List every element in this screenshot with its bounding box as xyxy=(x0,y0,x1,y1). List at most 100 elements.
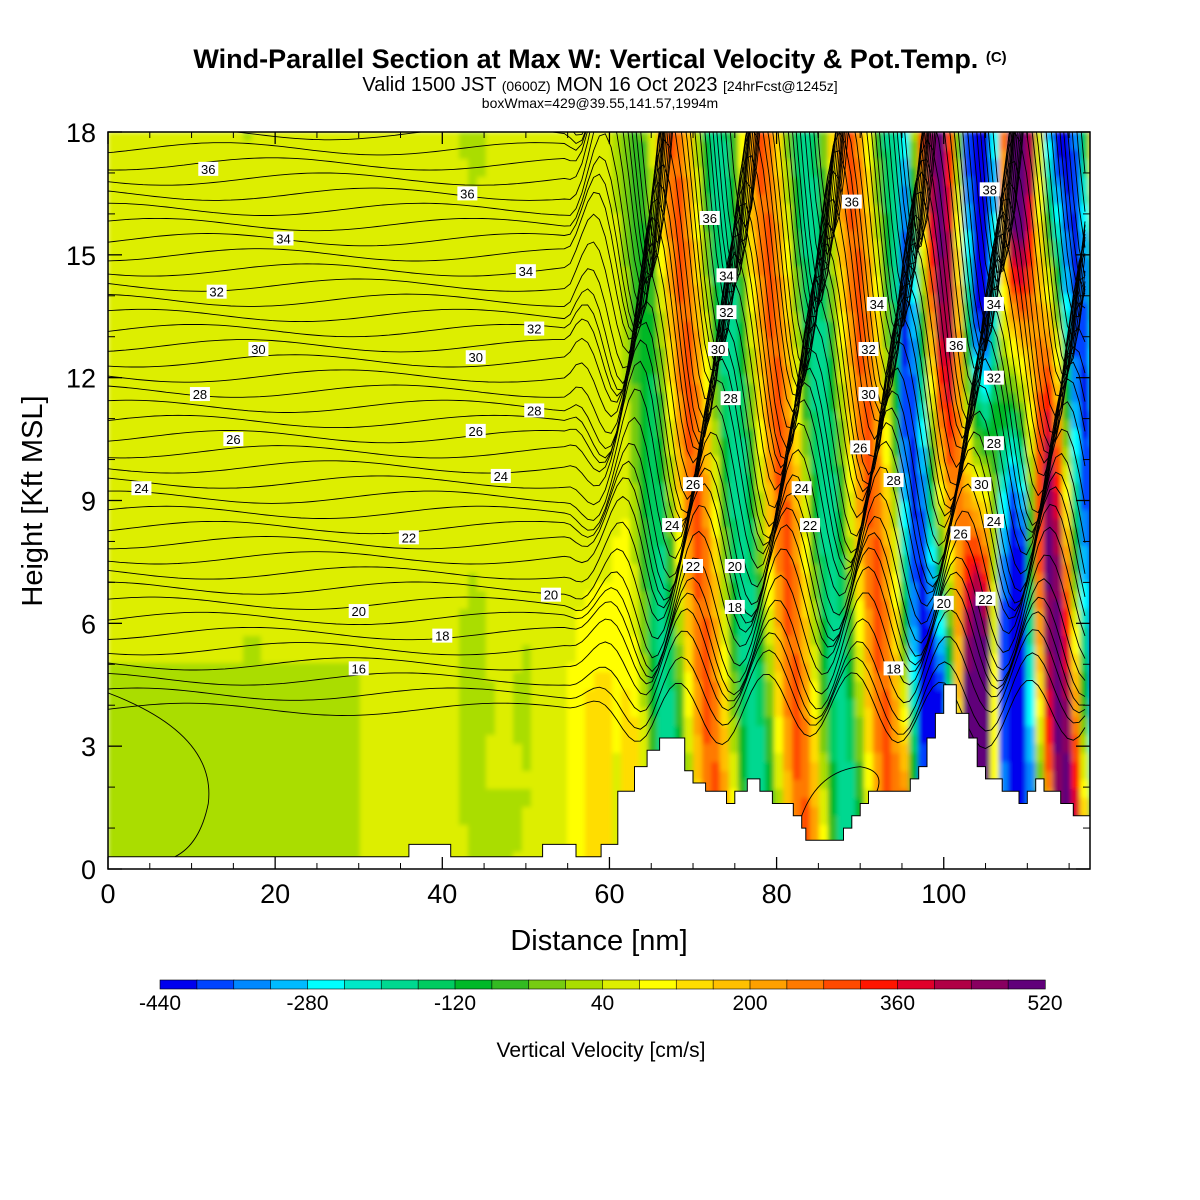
velocity-cell xyxy=(108,204,118,214)
velocity-cell xyxy=(486,357,496,367)
velocity-cell xyxy=(801,429,811,439)
velocity-cell xyxy=(558,186,568,196)
velocity-cell xyxy=(441,294,451,304)
velocity-cell xyxy=(900,402,910,412)
velocity-cell xyxy=(657,339,667,349)
velocity-cell xyxy=(1017,483,1027,493)
velocity-cell xyxy=(198,141,208,151)
velocity-cell xyxy=(459,411,469,421)
velocity-cell xyxy=(900,213,910,223)
velocity-cell xyxy=(234,231,244,241)
velocity-cell xyxy=(711,510,721,520)
velocity-cell xyxy=(171,177,181,187)
velocity-cell xyxy=(1080,177,1090,187)
velocity-cell xyxy=(999,204,1009,214)
velocity-cell xyxy=(810,357,820,367)
velocity-cell xyxy=(360,177,370,187)
velocity-cell xyxy=(126,474,136,484)
velocity-cell xyxy=(369,213,379,223)
velocity-cell xyxy=(990,222,1000,232)
velocity-cell xyxy=(936,474,946,484)
velocity-cell xyxy=(135,402,145,412)
velocity-cell xyxy=(1071,240,1081,250)
velocity-cell xyxy=(414,483,424,493)
velocity-cell xyxy=(630,303,640,313)
velocity-cell xyxy=(720,483,730,493)
velocity-cell xyxy=(261,447,271,457)
velocity-cell xyxy=(711,168,721,178)
velocity-cell xyxy=(873,519,883,529)
velocity-cell xyxy=(639,375,649,385)
velocity-cell xyxy=(216,231,226,241)
velocity-cell xyxy=(432,447,442,457)
velocity-cell xyxy=(405,240,415,250)
velocity-cell xyxy=(513,519,523,529)
velocity-cell xyxy=(387,339,397,349)
velocity-cell xyxy=(585,222,595,232)
velocity-cell xyxy=(756,330,766,340)
velocity-cell xyxy=(846,150,856,160)
velocity-cell xyxy=(378,375,388,385)
velocity-cell xyxy=(954,456,964,466)
velocity-cell xyxy=(792,312,802,322)
velocity-cell xyxy=(396,204,406,214)
velocity-cell xyxy=(207,303,217,313)
velocity-cell xyxy=(450,438,460,448)
velocity-cell xyxy=(306,249,316,259)
velocity-cell xyxy=(252,501,262,511)
velocity-cell xyxy=(162,348,172,358)
velocity-cell xyxy=(576,411,586,421)
velocity-cell xyxy=(783,231,793,241)
velocity-cell xyxy=(414,195,424,205)
velocity-cell xyxy=(1062,519,1072,529)
velocity-cell xyxy=(549,222,559,232)
velocity-cell xyxy=(558,294,568,304)
velocity-cell xyxy=(864,222,874,232)
velocity-cell xyxy=(522,213,532,223)
velocity-cell xyxy=(639,393,649,403)
velocity-cell xyxy=(1062,384,1072,394)
velocity-cell xyxy=(729,150,739,160)
velocity-cell xyxy=(684,519,694,529)
velocity-cell xyxy=(333,357,343,367)
velocity-cell xyxy=(963,366,973,376)
velocity-cell xyxy=(801,276,811,286)
velocity-cell xyxy=(999,447,1009,457)
velocity-cell xyxy=(765,492,775,502)
velocity-cell xyxy=(1026,240,1036,250)
velocity-cell xyxy=(468,177,478,187)
velocity-cell xyxy=(234,267,244,277)
velocity-cell xyxy=(135,429,145,439)
velocity-cell xyxy=(108,213,118,223)
velocity-cell xyxy=(180,240,190,250)
velocity-cell xyxy=(360,420,370,430)
velocity-cell xyxy=(1080,276,1090,286)
velocity-cell xyxy=(954,402,964,412)
velocity-cell xyxy=(747,420,757,430)
velocity-cell xyxy=(189,357,199,367)
velocity-cell xyxy=(171,528,181,538)
velocity-cell xyxy=(675,276,685,286)
velocity-cell xyxy=(513,204,523,214)
velocity-cell xyxy=(873,159,883,169)
velocity-cell xyxy=(657,429,667,439)
velocity-cell xyxy=(504,249,514,259)
velocity-cell xyxy=(144,393,154,403)
velocity-cell xyxy=(558,519,568,529)
valid-utc: (0600Z) xyxy=(501,78,551,94)
velocity-cell xyxy=(702,438,712,448)
velocity-cell xyxy=(765,276,775,286)
velocity-cell xyxy=(819,312,829,322)
velocity-cell xyxy=(468,456,478,466)
velocity-cell xyxy=(909,294,919,304)
velocity-cell xyxy=(405,303,415,313)
velocity-cell xyxy=(396,420,406,430)
velocity-cell xyxy=(594,168,604,178)
velocity-cell xyxy=(495,321,505,331)
velocity-cell xyxy=(810,474,820,484)
velocity-cell xyxy=(936,186,946,196)
velocity-cell xyxy=(819,195,829,205)
velocity-cell xyxy=(360,222,370,232)
velocity-cell xyxy=(162,483,172,493)
velocity-cell xyxy=(288,375,298,385)
